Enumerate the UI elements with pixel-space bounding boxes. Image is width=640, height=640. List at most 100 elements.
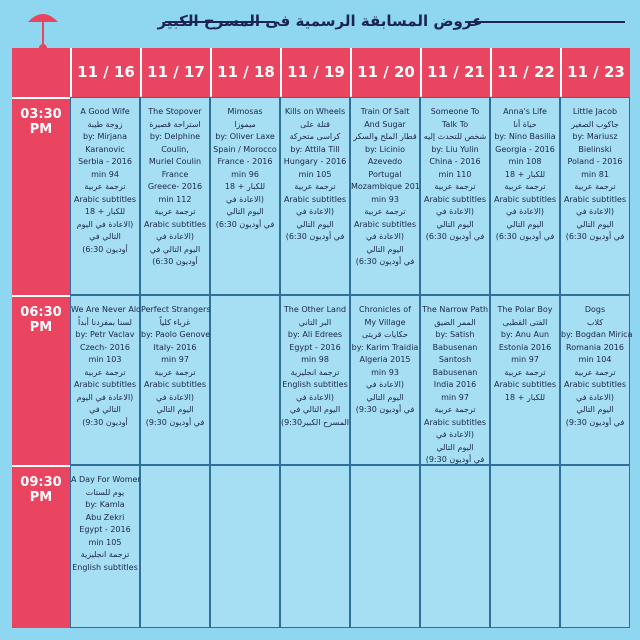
film-line: للكبار + 18: [224, 182, 266, 191]
film-line: min 105: [88, 537, 122, 547]
film-line: A Day For Women: [71, 475, 143, 484]
film-line: ترجمة عربية: [504, 367, 546, 377]
film-line: Little Jacob: [572, 107, 618, 116]
film-line: We Are Never Alone: [71, 305, 151, 314]
film-line: min 98: [301, 355, 329, 364]
film-cell: [350, 465, 420, 628]
film-line: Dogs: [584, 305, 606, 314]
film-line: زوجة طيبة: [87, 119, 123, 129]
film-line: Bielinski: [578, 144, 612, 154]
date-header: 11 / 19: [280, 48, 350, 98]
film-cell: [280, 465, 350, 628]
title-rule: [165, 21, 275, 23]
film-line: Arabic subtitles: [563, 380, 627, 389]
film-line: The Narrow Path: [421, 305, 489, 314]
film-line: min 97: [511, 355, 539, 364]
film-line: by: Ali Edrees: [287, 330, 343, 339]
film-line: France - 2016: [217, 157, 273, 166]
film-line: (الاعادة في: [156, 392, 194, 402]
film-line: min 97: [441, 392, 469, 402]
film-line: التالي في: [89, 232, 121, 241]
time-label: PM: [29, 490, 53, 505]
film-line: And Sugar: [364, 119, 406, 129]
film-line: Arabic subtitles: [493, 380, 557, 389]
film-cell: Little Jacob جاكوب الصغير by: Mariusz Bieli…: [560, 97, 630, 295]
film-line: ترجمة عربية: [84, 182, 126, 191]
film-line: Muriel Coulin: [148, 157, 202, 166]
film-line: ترجمة عربية: [84, 367, 126, 377]
title-rule: [465, 21, 625, 23]
date-header: 11 / 23: [560, 48, 630, 98]
film-line: شخص للتحدث إليه: [423, 132, 487, 141]
film-line: اليوم التالي: [576, 219, 614, 229]
film-line: ترجمة انجليزية: [290, 367, 340, 377]
film-line: min 96: [231, 169, 259, 179]
film-line: (الاعادة في: [296, 392, 334, 402]
film-line: by: Nino Basilia: [494, 132, 556, 141]
film-line: حكايات قريتى: [361, 330, 409, 339]
film-line: Babusenan: [432, 367, 478, 377]
film-line: Arabic subtitles: [143, 380, 207, 389]
film-cell: Train Of Salt And Sugar قطار الملح والسكر b…: [350, 97, 425, 295]
time-slot: 06:30 PM: [12, 295, 70, 465]
film-line: في أوديون 9:30): [145, 417, 205, 427]
film-line: (الاعادة في: [156, 232, 194, 241]
film-line: min 105: [298, 169, 332, 179]
film-line: Arabic subtitles: [283, 194, 347, 204]
film-line: min 112: [158, 194, 192, 204]
film-line: Mozambique 2016: [351, 182, 425, 191]
film-line: اليوم التالي في: [149, 244, 201, 254]
film-line: ترجمة عربية: [154, 367, 196, 377]
film-line: أوديون 9:30): [82, 417, 128, 427]
film-line: اليوم التالي: [156, 405, 194, 414]
film-line: Greece- 2016: [147, 182, 203, 191]
film-line: للكبار + 18: [504, 169, 546, 179]
film-line: قتلة على: [300, 119, 330, 129]
film-line: في أوديون 6:30): [425, 232, 485, 241]
film-line: اليوم التالي في: [289, 405, 341, 414]
film-line: الفتى القطبى: [502, 317, 548, 327]
film-line: في أوديون 6:30): [285, 232, 345, 241]
film-line: by: Karim Traidia: [351, 342, 419, 352]
film-line: min 81: [581, 169, 609, 179]
film-line: Babusenan: [432, 342, 478, 352]
film-line: English subtitles: [282, 380, 348, 389]
film-line: استراحة قصيرة: [149, 119, 201, 129]
film-cell: We Are Never Alone لسنا بمفردنا أبداً by: …: [70, 295, 151, 465]
film-line: Arabic subtitles: [423, 417, 487, 427]
film-line: حياة أنا: [513, 119, 537, 129]
film-line: Someone To: [430, 107, 480, 116]
film-line: Santosh: [438, 355, 472, 364]
film-line: France: [161, 169, 189, 179]
film-line: للكبار + 18: [504, 392, 546, 402]
film-line: ترجمة عربية: [574, 367, 616, 377]
film-line: (الاعادة في: [366, 380, 404, 389]
film-cell: Dogs كلاب by: Bogdan Mirica Romania 2016 min…: [560, 295, 632, 465]
film-line: by: Anu Aun: [500, 330, 550, 339]
film-line: (الاعادة في: [366, 232, 404, 241]
film-line: Mimosas: [227, 107, 263, 116]
film-line: البر التاني: [298, 317, 332, 327]
film-line: ترجمة عربية: [434, 182, 476, 191]
film-line: جاكوب الصغير: [571, 119, 619, 129]
film-line: Arabic subtitles: [73, 194, 137, 204]
film-line: (الاعادة في: [226, 194, 264, 204]
film-line: min 93: [371, 194, 399, 204]
film-line: min 103: [88, 355, 122, 364]
film-line: (الاعادة في: [576, 392, 614, 402]
film-line: كراسى متحركة: [289, 132, 341, 141]
film-cell: A Day For Women يوم للستات by: Kamla Abu Ze…: [70, 465, 143, 628]
film-line: ترجمة عربية: [504, 182, 546, 191]
film-line: الممر الضيق: [434, 317, 476, 327]
film-line: (الاعادة في اليوم: [76, 392, 134, 402]
film-line: ميموزا: [234, 119, 256, 129]
date-header: 11 / 17: [140, 48, 210, 98]
film-line: في أوديون 6:30): [215, 219, 275, 229]
date-header: 11 / 18: [210, 48, 280, 98]
header-band: [12, 48, 630, 98]
film-cell: The Narrow Path الممر الضيق by: Satish Babu…: [420, 295, 490, 465]
film-line: اليوم التالي: [436, 442, 474, 452]
film-cell: Chronicles of My Village حكايات قريتى by: K…: [350, 295, 420, 465]
film-line: Abu Zekri: [85, 512, 125, 522]
film-line: في أوديون 6:30): [495, 232, 555, 241]
